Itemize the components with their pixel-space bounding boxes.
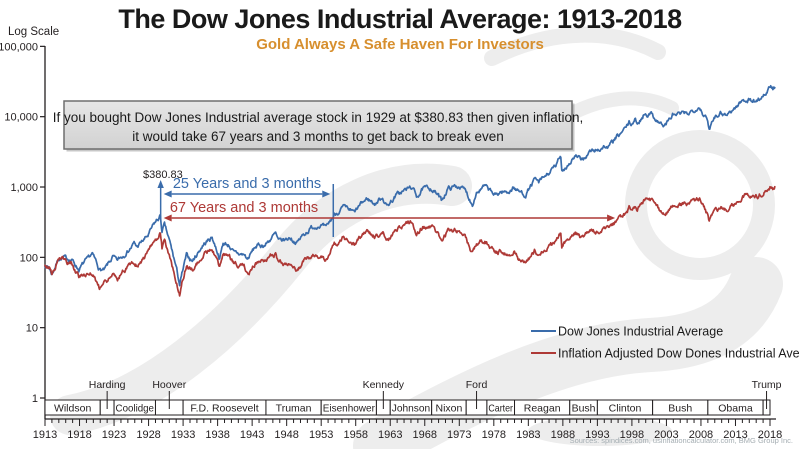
y-tick-label: 100	[20, 252, 38, 264]
president-label: F.D. Roosevelt	[190, 403, 258, 415]
y-tick-label: 1,000	[10, 182, 38, 194]
y-tick-label: 100,000	[0, 41, 38, 53]
x-tick-label: 1953	[309, 429, 333, 441]
president-label: Bush	[668, 403, 692, 415]
log-scale-label: Log Scale	[8, 26, 60, 38]
sources-note: Sources: spindices.com, usinflationcalcu…	[570, 436, 793, 445]
legend-label: Dow Jones Industrial Average	[558, 325, 723, 339]
president-label-above: Ford	[466, 379, 488, 391]
x-tick-label: 2008	[689, 429, 713, 441]
y-tick-label: 10	[26, 323, 38, 335]
president-label: Truman	[276, 403, 312, 415]
president-label: Bush	[572, 403, 596, 415]
president-label: Coolidge	[116, 403, 155, 415]
x-tick-label: 1988	[551, 429, 575, 441]
span-arrow-label: 67 Years and 3 months	[170, 200, 318, 216]
right-arrowhead-icon	[607, 214, 616, 222]
x-tick-label: 1998	[620, 429, 644, 441]
president-label: Eisenhower	[323, 403, 376, 415]
president-label: Obama	[718, 403, 753, 415]
chart-title: The Dow Jones Industrial Average: 1913-2…	[118, 4, 682, 34]
president-label: Nixon	[435, 403, 462, 415]
callout-text-line2: it would take 67 years and 3 months to g…	[132, 129, 503, 144]
x-tick-label: 1973	[447, 429, 471, 441]
president-label-above: Kennedy	[363, 379, 405, 391]
x-tick-label: 1993	[585, 429, 609, 441]
dow-jones-line	[44, 84, 776, 287]
callout-text-line1: If you bought Dow Jones Industrial avera…	[53, 110, 584, 125]
left-arrowhead-icon	[163, 214, 172, 222]
president-label: Wildson	[54, 403, 92, 415]
callout-box	[63, 100, 573, 150]
x-tick-label: 1928	[136, 429, 160, 441]
president-label: Clinton	[609, 403, 642, 415]
x-tick-label: 1933	[171, 429, 195, 441]
x-tick-label: 1913	[33, 429, 57, 441]
x-tick-label: 1918	[67, 429, 91, 441]
inflation-adjusted-line	[44, 185, 776, 297]
x-tick-label: 1968	[413, 429, 437, 441]
x-tick-label: 1958	[343, 429, 367, 441]
x-tick-label: 1923	[102, 429, 126, 441]
x-tick-label: 2003	[654, 429, 678, 441]
x-tick-label: 1943	[240, 429, 264, 441]
chart-subtitle: Gold Always A Safe Haven For Investors	[256, 36, 544, 53]
y-tick-label: 10,000	[4, 112, 38, 124]
president-label: Carter	[488, 403, 513, 415]
president-label-above: Trump	[752, 379, 782, 391]
legend-label: Inflation Adjusted Dow Dones Industrial …	[558, 347, 800, 361]
left-arrowhead-icon	[163, 190, 172, 198]
peak-value-label: $380.83	[143, 169, 183, 181]
president-label: Johnson	[392, 403, 431, 415]
x-tick-label: 2013	[723, 429, 747, 441]
x-tick-label: 1983	[516, 429, 540, 441]
y-tick-label: 1	[32, 393, 38, 405]
president-label-above: Harding	[89, 379, 126, 391]
right-arrowhead-icon	[322, 190, 331, 198]
up-arrowhead-icon	[157, 180, 164, 188]
x-tick-label: 2018	[758, 429, 782, 441]
president-label-above: Hoover	[152, 379, 186, 391]
x-tick-label: 1978	[482, 429, 506, 441]
x-tick-label: 1948	[274, 429, 298, 441]
span-arrow-label: 25 Years and 3 months	[173, 176, 321, 192]
x-tick-label: 1938	[205, 429, 229, 441]
president-label: Reagan	[524, 403, 561, 415]
x-tick-label: 1963	[378, 429, 402, 441]
